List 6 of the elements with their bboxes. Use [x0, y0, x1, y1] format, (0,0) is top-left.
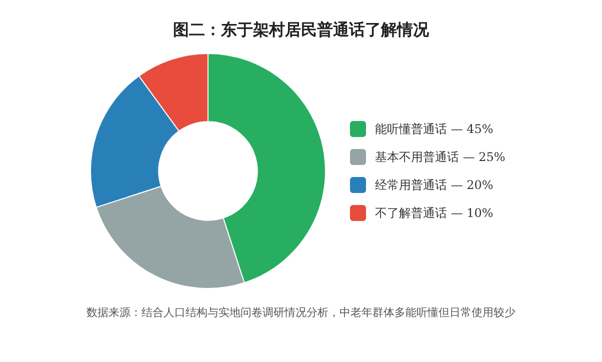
legend-label: 基本不用普通话 — 25%	[375, 148, 506, 166]
legend-label: 能听懂普通话 — 45%	[375, 120, 494, 138]
source-note: 数据来源：结合人口结构与实地问卷调研情况分析，中老年群体多能听懂但日常使用较少	[86, 305, 516, 320]
legend-label: 经常用普通话 — 20%	[375, 176, 494, 194]
chart-title: 图二：东于架村居民普通话了解情况	[172, 19, 430, 41]
legend-label: 不了解普通话 — 10%	[375, 204, 494, 222]
